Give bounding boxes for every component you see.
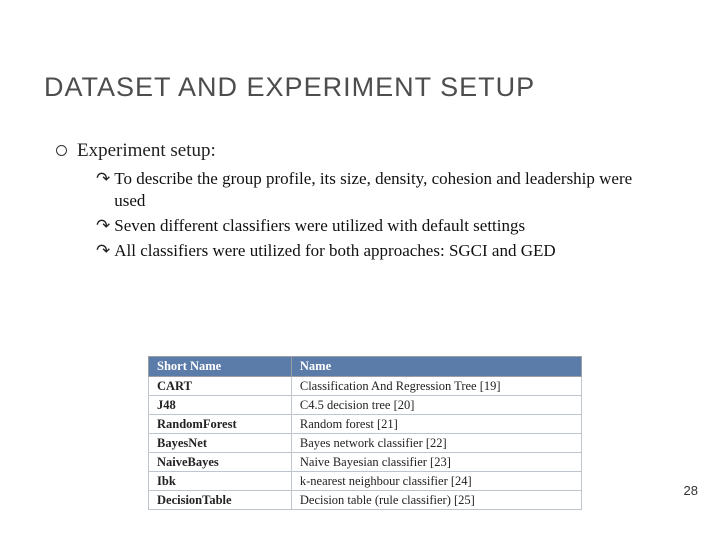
content-area: Experiment setup: ↷ To describe the grou… <box>56 140 640 265</box>
cell-name: Decision table (rule classifier) [25] <box>291 491 581 510</box>
cell-name: Random forest [21] <box>291 415 581 434</box>
cell-short: RandomForest <box>149 415 292 434</box>
cell-short: CART <box>149 377 292 396</box>
table-header-row: Short Name Name <box>149 357 582 377</box>
bullet-item: ↷ To describe the group profile, its siz… <box>96 168 640 212</box>
slide-title: DATASET AND EXPERIMENT SETUP <box>44 72 535 103</box>
heading-item: Experiment setup: <box>56 140 640 162</box>
sidebar-vertical-text: Different Approaches to Community Evolut… <box>698 0 720 8</box>
classifier-table: Short Name Name CARTClassification And R… <box>148 356 582 510</box>
cell-name: k-nearest neighbour classifier [24] <box>291 472 581 491</box>
classifier-table-wrap: Short Name Name CARTClassification And R… <box>148 356 582 510</box>
table-row: RandomForestRandom forest [21] <box>149 415 582 434</box>
table-row: Ibkk-nearest neighbour classifier [24] <box>149 472 582 491</box>
cell-short: BayesNet <box>149 434 292 453</box>
hollow-circle-icon <box>56 145 67 156</box>
cell-short: J48 <box>149 396 292 415</box>
table-row: CARTClassification And Regression Tree [… <box>149 377 582 396</box>
bullet-item: ↷ All classifiers were utilized for both… <box>96 240 640 262</box>
table-row: DecisionTableDecision table (rule classi… <box>149 491 582 510</box>
col-short-name: Short Name <box>149 357 292 377</box>
cell-name: C4.5 decision tree [20] <box>291 396 581 415</box>
arrow-icon: ↷ <box>96 215 110 237</box>
sub-bullets: ↷ To describe the group profile, its siz… <box>96 168 640 262</box>
bullet-text: To describe the group profile, its size,… <box>114 168 640 212</box>
table-row: NaiveBayesNaive Bayesian classifier [23] <box>149 453 582 472</box>
slide: Different Approaches to Community Evolut… <box>0 0 720 540</box>
cell-short: DecisionTable <box>149 491 292 510</box>
cell-short: NaiveBayes <box>149 453 292 472</box>
heading-text: Experiment setup: <box>77 140 216 162</box>
page-number: 28 <box>684 483 698 498</box>
cell-name: Classification And Regression Tree [19] <box>291 377 581 396</box>
arrow-icon: ↷ <box>96 168 110 190</box>
cell-name: Naive Bayesian classifier [23] <box>291 453 581 472</box>
bullet-text: All classifiers were utilized for both a… <box>114 240 555 262</box>
arrow-icon: ↷ <box>96 240 110 262</box>
bullet-item: ↷ Seven different classifiers were utili… <box>96 215 640 237</box>
bullet-text: Seven different classifiers were utilize… <box>114 215 525 237</box>
cell-name: Bayes network classifier [22] <box>291 434 581 453</box>
cell-short: Ibk <box>149 472 292 491</box>
col-name: Name <box>291 357 581 377</box>
table-row: BayesNetBayes network classifier [22] <box>149 434 582 453</box>
table-row: J48C4.5 decision tree [20] <box>149 396 582 415</box>
